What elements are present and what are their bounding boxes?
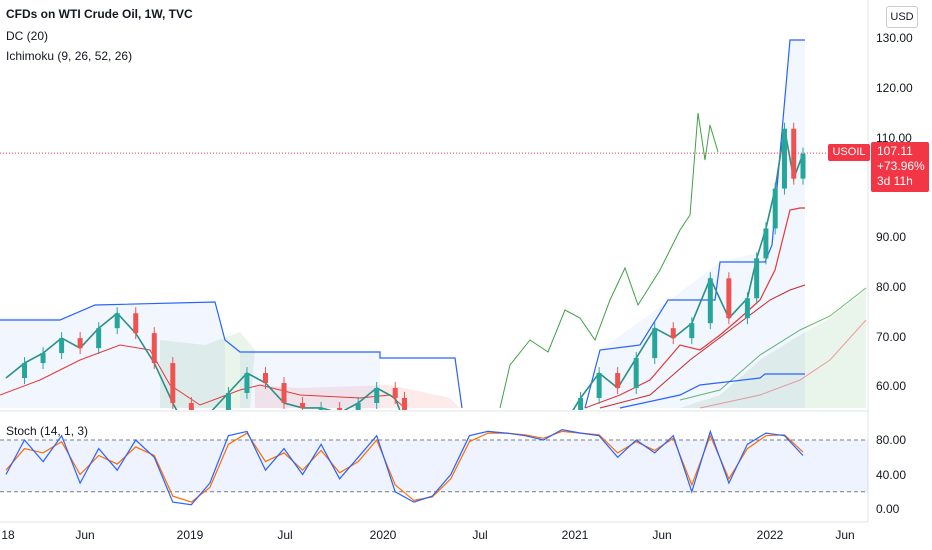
candle-body <box>791 128 797 179</box>
candle-body <box>707 278 713 324</box>
ichimoku-cloud-2021 <box>680 290 866 408</box>
currency-button[interactable]: USD <box>886 6 918 28</box>
candle-body <box>244 373 250 393</box>
y-tick-60: 60.00 <box>876 379 907 393</box>
last-price: 107.11 <box>877 144 913 158</box>
symbol-price-tag: USOIL <box>828 144 870 161</box>
candle-body <box>763 228 769 259</box>
candle-body <box>800 153 806 179</box>
x-tick-jun-2021: Jun <box>652 528 672 542</box>
last-price-tag: 107.11 +73.96% 3d 11h <box>871 142 929 192</box>
candle-body <box>392 388 398 398</box>
candle-body <box>781 128 787 189</box>
senkou-b-line <box>699 319 867 409</box>
donchian-fill-2018 <box>0 302 225 408</box>
donchian-indicator-label[interactable]: DC (20) <box>6 29 49 43</box>
candle-body <box>670 328 676 339</box>
bar-countdown: 3d 11h <box>877 174 913 188</box>
stoch-y-tick-40: 40.00 <box>876 468 907 482</box>
candle-body <box>754 258 760 299</box>
candle-body <box>652 328 658 359</box>
x-tick-jul-2020: Jul <box>472 528 488 542</box>
x-tick-jun-2022: Jun <box>835 528 855 542</box>
candle-body <box>300 402 306 408</box>
tenkan-line-2018 <box>0 344 406 409</box>
y-tick-70: 70.00 <box>876 330 907 344</box>
x-tick-jul-2019: Jul <box>277 528 293 542</box>
chart-title: CFDs on WTI Crude Oil, 1W, TVC <box>6 7 193 21</box>
candle-body <box>188 402 194 410</box>
candle-body <box>151 333 157 364</box>
x-tick-jun-2018: Jun <box>75 528 95 542</box>
candle-body <box>615 373 621 388</box>
candle-body <box>114 313 120 329</box>
stoch-k-line <box>5 428 804 506</box>
candle-body <box>77 338 83 349</box>
stoch-y-tick-80: 80.00 <box>876 433 907 447</box>
stoch-d-line <box>5 430 804 503</box>
stoch-band-fill <box>0 440 868 492</box>
chikou-span <box>499 112 719 409</box>
donchian-upper-2018 <box>0 301 463 409</box>
x-tick-2019: 2019 <box>176 528 204 542</box>
candle-body <box>726 278 732 319</box>
ichimoku-cloud-2020 <box>255 385 460 408</box>
stochastic-indicator-label[interactable]: Stoch (14, 1, 3) <box>6 424 89 438</box>
candle-body <box>772 188 778 229</box>
candle-body <box>578 397 584 410</box>
candle-body <box>596 373 602 398</box>
candle-body <box>170 363 176 403</box>
y-tick-120: 120.00 <box>876 81 913 95</box>
tenkan-line-2021 <box>584 207 805 409</box>
donchian-fill-2021 <box>600 40 805 408</box>
candle-body <box>689 323 695 339</box>
candle-body <box>402 397 407 410</box>
x-tick-2020: 2020 <box>369 528 397 542</box>
senkou-a-line <box>679 287 867 401</box>
candle-body <box>40 353 46 364</box>
candle-body <box>337 407 343 410</box>
donchian-lower-2021 <box>619 373 805 409</box>
x-tick-2021: 2021 <box>561 528 589 542</box>
ichimoku-indicator-label[interactable]: Ichimoku (9, 26, 52, 26) <box>6 49 133 63</box>
candle-body <box>225 392 231 410</box>
y-tick-130: 130.00 <box>876 31 913 45</box>
y-tick-110: 110.00 <box>876 131 912 145</box>
donchian-upper-2021 <box>584 39 805 409</box>
candle-body <box>355 402 361 410</box>
candle-body <box>633 358 639 388</box>
candle-body <box>318 407 324 410</box>
candle-body <box>744 298 750 319</box>
y-tick-80: 80.00 <box>876 280 907 294</box>
x-tick-2022: 2022 <box>756 528 784 542</box>
candle-body <box>374 388 380 403</box>
candle-body <box>22 363 28 379</box>
candle-body <box>281 383 287 403</box>
candle-body <box>59 338 65 354</box>
kijun-line-2021 <box>599 284 806 409</box>
y-tick-90: 90.00 <box>876 230 907 244</box>
price-change: +73.96% <box>877 159 925 173</box>
candle-body <box>262 373 268 384</box>
candle-body <box>96 328 102 349</box>
x-tick-18: 18 <box>1 528 15 542</box>
candle-body <box>133 313 139 334</box>
stoch-y-tick-0: 0.00 <box>876 502 900 516</box>
